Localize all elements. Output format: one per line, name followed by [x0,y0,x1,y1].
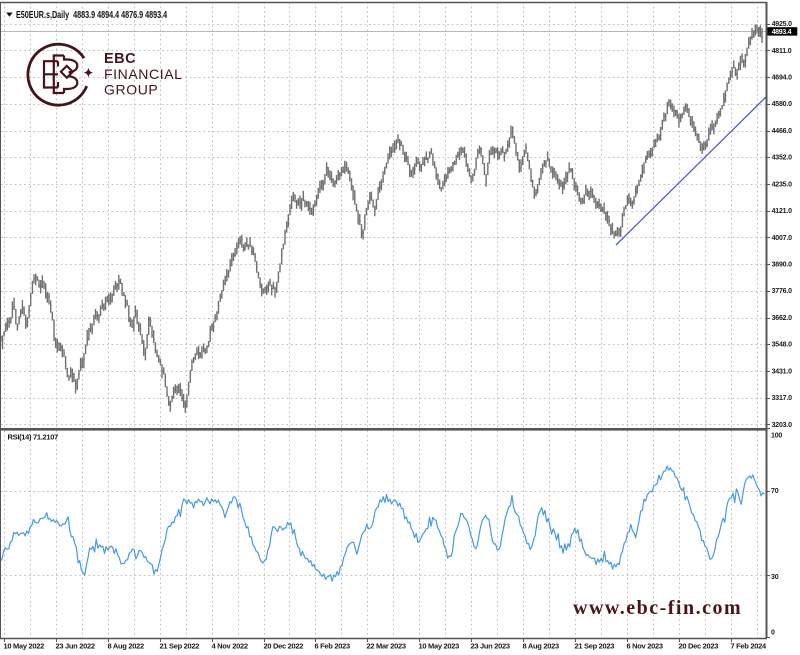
svg-text:30: 30 [771,574,779,581]
svg-text:6 Nov 2023: 6 Nov 2023 [627,642,663,651]
svg-text:8 Aug 2023: 8 Aug 2023 [523,642,559,651]
svg-text:22 Mar 2023: 22 Mar 2023 [367,642,406,651]
svg-text:3890.0: 3890.0 [772,262,793,269]
svg-text:21 Sep 2022: 21 Sep 2022 [160,642,200,651]
svg-text:4121.0: 4121.0 [772,208,793,215]
svg-text:FINANCIAL: FINANCIAL [104,66,183,82]
svg-text:8 Aug 2022: 8 Aug 2022 [108,642,144,651]
svg-text:4235.0: 4235.0 [772,181,793,188]
svg-text:RSI(14) 71.2107: RSI(14) 71.2107 [8,433,59,442]
svg-text:0: 0 [771,630,775,637]
svg-text:E50EUR.s,Daily 4883.9 4894.4: E50EUR.s,Daily 4883.9 4894.4 4876.9 4893… [16,9,167,20]
svg-text:23 Jun 2022: 23 Jun 2022 [56,642,95,651]
svg-text:3203.0: 3203.0 [772,422,793,429]
svg-text:3776.0: 3776.0 [772,288,793,295]
svg-text:4466.0: 4466.0 [772,128,793,135]
svg-text:4694.0: 4694.0 [772,75,793,82]
svg-text:70: 70 [771,488,779,495]
svg-text:3431.0: 3431.0 [772,368,793,375]
svg-text:3662.0: 3662.0 [772,315,793,322]
svg-text:20 Dec 2023: 20 Dec 2023 [679,642,719,651]
svg-text:6 Feb 2023: 6 Feb 2023 [315,642,350,651]
svg-text:10 May 2022: 10 May 2022 [4,642,45,651]
svg-text:GROUP: GROUP [104,82,158,98]
svg-text:20 Dec 2022: 20 Dec 2022 [264,642,304,651]
svg-text:4925.0: 4925.0 [772,21,793,28]
svg-text:4811.0: 4811.0 [772,48,792,55]
svg-text:4352.0: 4352.0 [772,155,793,162]
svg-text:EBC: EBC [104,51,136,67]
svg-text:3317.0: 3317.0 [772,395,793,402]
svg-text:4007.0: 4007.0 [772,235,793,242]
svg-text:4580.0: 4580.0 [772,101,793,108]
svg-text:7 Feb 2024: 7 Feb 2024 [731,642,767,651]
svg-text:23 Jun 2023: 23 Jun 2023 [471,642,510,651]
svg-text:10 May 2023: 10 May 2023 [419,642,460,651]
svg-text:3548.0: 3548.0 [772,342,793,349]
svg-text:100: 100 [771,433,782,440]
svg-text:www.ebc-fin.com: www.ebc-fin.com [573,597,742,619]
svg-text:4 Nov 2022: 4 Nov 2022 [212,642,248,651]
svg-text:21 Sep 2023: 21 Sep 2023 [575,642,615,651]
svg-text:4893.4: 4893.4 [772,29,792,36]
